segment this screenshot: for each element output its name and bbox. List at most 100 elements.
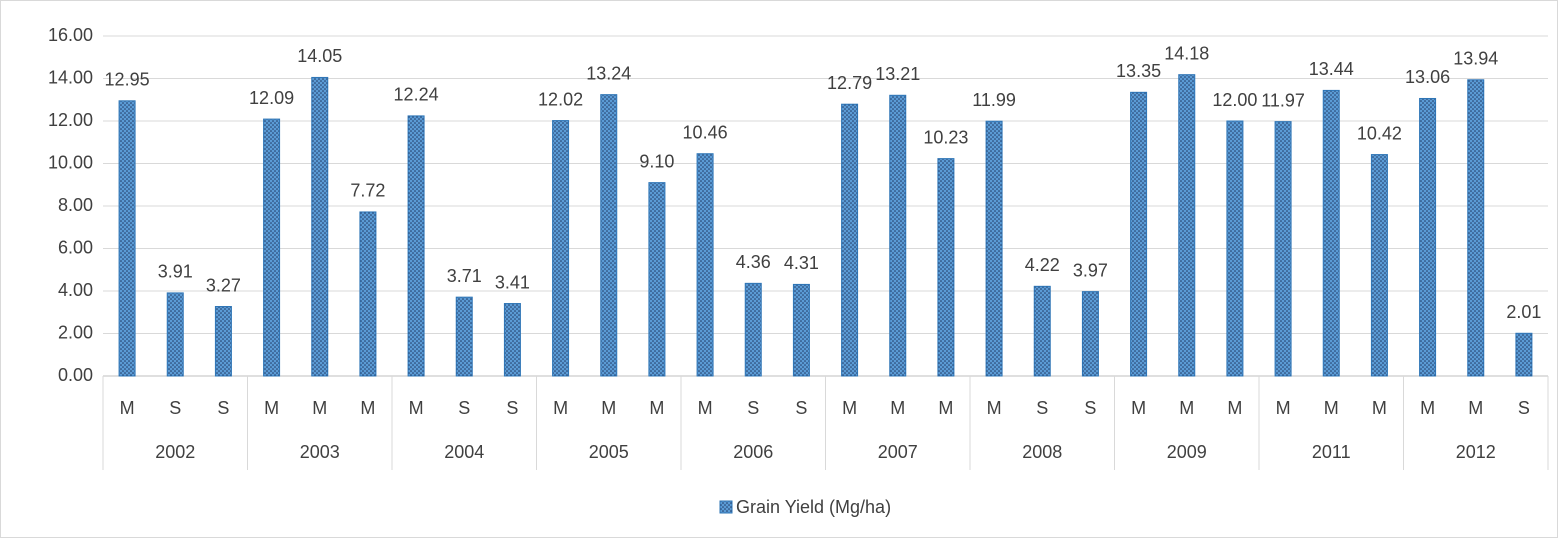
bar (1419, 97, 1437, 377)
group-label: 2007 (878, 442, 918, 462)
data-label: 9.10 (639, 151, 674, 171)
bar (214, 306, 232, 377)
data-label: 7.72 (350, 181, 385, 201)
group-label: 2005 (589, 442, 629, 462)
x-tick-label: M (553, 398, 568, 418)
bar (455, 296, 473, 377)
x-tick-label: M (1227, 398, 1242, 418)
x-tick-label: S (1036, 398, 1048, 418)
bar (744, 282, 762, 377)
bar (263, 118, 281, 377)
bar (1226, 120, 1244, 377)
bar (1130, 91, 1148, 377)
group-label: 2009 (1167, 442, 1207, 462)
data-label: 12.09 (249, 88, 294, 108)
bar (1370, 154, 1388, 377)
data-label: 12.79 (827, 73, 872, 93)
x-tick-label: M (987, 398, 1002, 418)
bar (600, 94, 618, 377)
x-tick-label: M (1372, 398, 1387, 418)
data-label: 10.46 (683, 122, 728, 142)
x-tick-label: M (649, 398, 664, 418)
x-tick-label: S (1084, 398, 1096, 418)
y-tick-label: 10.00 (48, 152, 93, 172)
y-tick-label: 14.00 (48, 67, 93, 87)
legend-label: Grain Yield (Mg/ha) (736, 497, 891, 517)
x-tick-label: S (747, 398, 759, 418)
data-label: 3.91 (158, 262, 193, 282)
data-label: 3.41 (495, 272, 530, 292)
x-tick-label: M (409, 398, 424, 418)
x-tick-label: S (458, 398, 470, 418)
bar (1322, 89, 1340, 377)
data-label: 2.01 (1506, 302, 1541, 322)
data-label: 14.18 (1164, 43, 1209, 63)
data-label: 13.35 (1116, 61, 1161, 81)
data-label: 12.24 (394, 85, 439, 105)
data-label: 3.71 (447, 266, 482, 286)
group-label: 2012 (1456, 442, 1496, 462)
group-label: 2011 (1312, 442, 1351, 462)
data-label: 11.99 (972, 90, 1016, 110)
bar (696, 153, 714, 377)
x-tick-label: M (1324, 398, 1339, 418)
data-label: 3.27 (206, 275, 241, 295)
data-label: 4.36 (736, 252, 771, 272)
bar (1274, 121, 1292, 377)
bar (841, 103, 859, 377)
data-label: 12.02 (538, 89, 583, 109)
data-label: 10.23 (923, 127, 968, 147)
bar (118, 100, 136, 377)
x-tick-label: M (1468, 398, 1483, 418)
x-tick-label: M (360, 398, 375, 418)
bar (1081, 291, 1099, 377)
group-label: 2006 (733, 442, 773, 462)
group-label: 2004 (444, 442, 484, 462)
bar (889, 94, 907, 377)
bar (985, 120, 1003, 377)
y-tick-label: 12.00 (48, 110, 93, 130)
data-label: 13.44 (1309, 59, 1354, 79)
bar (792, 283, 810, 377)
x-tick-label: M (842, 398, 857, 418)
data-label: 3.97 (1073, 260, 1108, 280)
data-label: 12.00 (1212, 90, 1257, 110)
data-label: 13.06 (1405, 67, 1450, 87)
bar (166, 292, 184, 377)
bar (311, 76, 329, 377)
x-tick-label: S (1518, 398, 1530, 418)
y-tick-label: 8.00 (58, 195, 93, 215)
group-label: 2003 (300, 442, 340, 462)
y-tick-label: 16.00 (48, 25, 93, 45)
x-tick-label: S (506, 398, 518, 418)
x-tick-label: S (795, 398, 807, 418)
x-tick-label: M (1276, 398, 1291, 418)
data-label: 13.94 (1453, 49, 1498, 69)
data-label: 14.05 (297, 46, 342, 66)
bar (1467, 79, 1485, 377)
bar (359, 211, 377, 377)
bar (937, 158, 955, 377)
bar (503, 303, 521, 377)
bar (1033, 285, 1051, 377)
y-tick-label: 6.00 (58, 237, 93, 257)
bar (552, 120, 570, 377)
x-tick-label: M (312, 398, 327, 418)
x-tick-label: M (120, 398, 135, 418)
data-label: 4.22 (1025, 255, 1060, 275)
group-label: 2008 (1022, 442, 1062, 462)
bar (407, 115, 425, 377)
y-tick-label: 0.00 (58, 365, 93, 385)
bar (1515, 332, 1533, 377)
data-label: 10.42 (1357, 123, 1402, 143)
legend-swatch (719, 500, 733, 514)
x-tick-label: S (217, 398, 229, 418)
y-tick-label: 2.00 (58, 322, 93, 342)
x-tick-label: M (1420, 398, 1435, 418)
x-tick-label: M (264, 398, 279, 418)
bar (1178, 74, 1196, 377)
x-tick-label: M (698, 398, 713, 418)
x-tick-label: M (1179, 398, 1194, 418)
x-tick-label: M (1131, 398, 1146, 418)
